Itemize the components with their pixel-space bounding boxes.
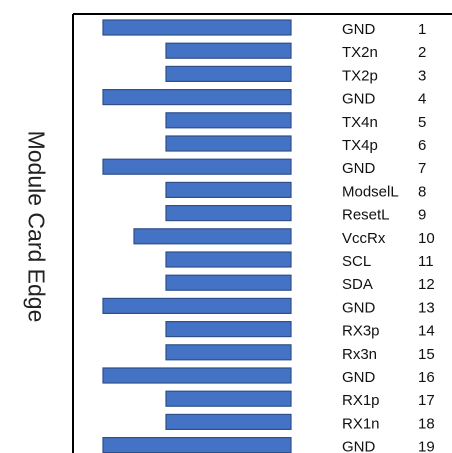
pin-number-4: 4 <box>418 91 426 108</box>
contact-pad-8 <box>165 181 292 198</box>
pin-number-15: 15 <box>418 346 435 363</box>
contact-pad-17 <box>165 390 292 407</box>
pin-name-19: GND <box>342 439 376 453</box>
pin-number-1: 1 <box>418 21 426 38</box>
pin-name-10: VccRx <box>342 230 386 247</box>
pin-number-6: 6 <box>418 137 426 154</box>
pin-number-13: 13 <box>418 299 435 316</box>
pin-name-16: GND <box>342 369 376 386</box>
pin-name-13: GND <box>342 299 376 316</box>
contact-pads <box>102 19 292 453</box>
contact-pad-19 <box>102 437 292 453</box>
contact-pad-12 <box>165 274 292 291</box>
contact-pad-6 <box>165 135 292 152</box>
pin-name-6: TX4p <box>342 137 378 154</box>
contact-pad-15 <box>165 344 292 361</box>
pin-number-8: 8 <box>418 183 426 200</box>
contact-pad-14 <box>165 321 292 338</box>
pin-number-7: 7 <box>418 160 426 177</box>
contact-pad-1 <box>102 19 292 36</box>
pin-name-1: GND <box>342 21 376 38</box>
pin-names: GND TX2n TX2p GND TX4n TX4p GND ModselL ResetL Vc… <box>342 21 399 453</box>
pin-number-3: 3 <box>418 67 426 84</box>
pin-name-17: RX1p <box>342 392 380 409</box>
pin-name-15: Rx3n <box>342 346 377 363</box>
pin-number-17: 17 <box>418 392 435 409</box>
pin-number-9: 9 <box>418 207 426 224</box>
pin-name-7: GND <box>342 160 376 177</box>
pin-name-8: ModselL <box>342 183 399 200</box>
pin-number-12: 12 <box>418 276 435 293</box>
contact-pad-18 <box>165 413 292 430</box>
pin-number-5: 5 <box>418 114 426 131</box>
pin-number-14: 14 <box>418 323 435 340</box>
pin-name-5: TX4n <box>342 114 378 131</box>
pin-name-14: RX3p <box>342 323 380 340</box>
contact-pad-4 <box>102 88 292 106</box>
card-outline <box>72 13 452 453</box>
pin-number-2: 2 <box>418 44 426 61</box>
pin-name-18: RX1n <box>342 415 380 432</box>
pin-name-12: SDA <box>342 276 373 293</box>
contact-pad-2 <box>165 42 292 59</box>
contact-pad-10 <box>133 228 292 245</box>
pin-number-10: 10 <box>418 230 435 247</box>
contact-pad-9 <box>165 205 292 222</box>
pin-number-19: 19 <box>418 439 435 453</box>
pin-number-16: 16 <box>418 369 435 386</box>
pin-name-3: TX2p <box>342 67 378 84</box>
contact-pad-3 <box>165 65 292 83</box>
pin-number-11: 11 <box>418 253 434 270</box>
contact-pad-5 <box>165 112 292 129</box>
pin-name-4: GND <box>342 91 376 108</box>
contact-pad-16 <box>102 367 292 384</box>
contact-pad-13 <box>102 297 292 314</box>
pin-name-9: ResetL <box>342 207 390 224</box>
contact-pad-11 <box>165 251 292 268</box>
pin-name-2: TX2n <box>342 44 378 61</box>
pin-number-18: 18 <box>418 415 435 432</box>
contact-pad-7 <box>102 158 292 175</box>
pin-name-11: SCL <box>342 253 371 270</box>
